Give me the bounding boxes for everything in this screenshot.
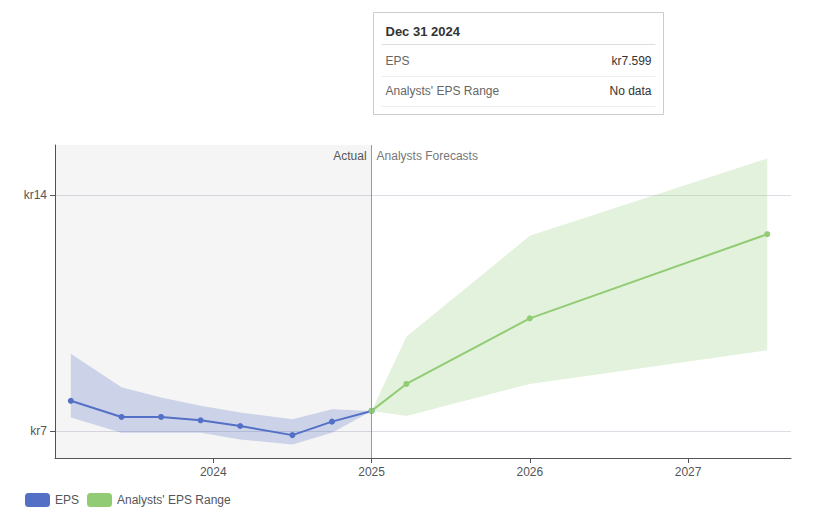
- svg-text:2026: 2026: [516, 465, 543, 479]
- svg-text:Analysts' EPS Range: Analysts' EPS Range: [117, 493, 231, 507]
- svg-text:Analysts Forecasts: Analysts Forecasts: [377, 149, 478, 163]
- svg-text:2027: 2027: [675, 465, 702, 479]
- svg-text:Dec 31 2024: Dec 31 2024: [386, 24, 461, 39]
- svg-text:Actual: Actual: [333, 149, 366, 163]
- svg-text:EPS: EPS: [386, 54, 410, 68]
- svg-text:kr7.599: kr7.599: [611, 54, 651, 68]
- svg-text:No data: No data: [609, 84, 651, 98]
- svg-text:kr7: kr7: [30, 424, 47, 438]
- svg-text:2025: 2025: [358, 465, 385, 479]
- svg-text:EPS: EPS: [55, 493, 79, 507]
- svg-text:kr14: kr14: [24, 188, 48, 202]
- svg-text:Analysts' EPS Range: Analysts' EPS Range: [386, 84, 500, 98]
- svg-text:2024: 2024: [200, 465, 227, 479]
